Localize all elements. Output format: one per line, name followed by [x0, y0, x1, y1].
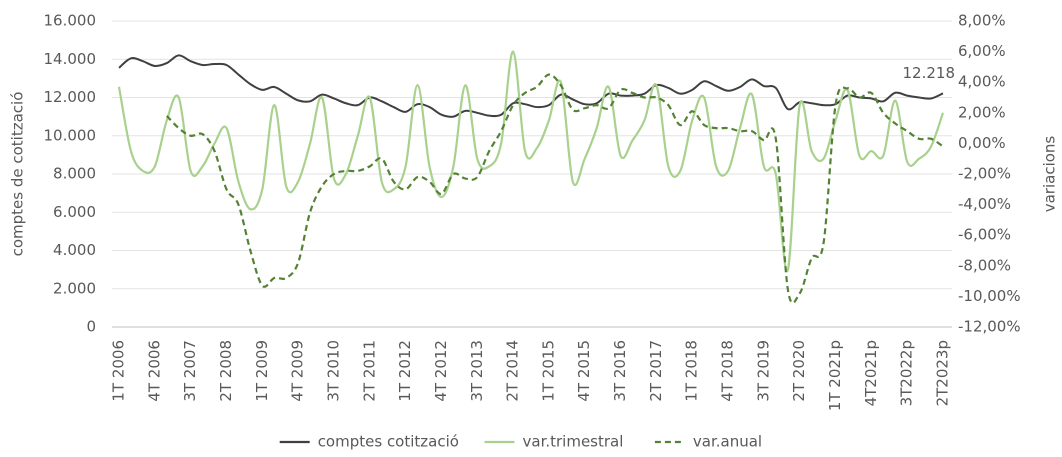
x-tick-label: 2T 2011	[360, 340, 378, 402]
y-tick-label: 6.000	[53, 203, 96, 221]
y2-axis-title: variacions	[1041, 136, 1059, 213]
x-tick-label: 2T2023p	[934, 340, 952, 406]
x-tick-label: 1T 2015	[539, 340, 557, 402]
x-tick-label: 3T 2016	[611, 340, 629, 402]
x-tick-label: 4T 2012	[432, 340, 450, 402]
x-tick-label: 2T 2014	[504, 340, 522, 402]
x-tick-label: 4T 2006	[145, 340, 163, 402]
legend: comptes cotització var.trimestral var.anua…	[279, 433, 762, 451]
x-tick-label: 4T 2015	[575, 340, 593, 402]
x-tick-label: 4T 2009	[289, 340, 307, 402]
y2-tick-label: -8,00%	[958, 256, 1011, 274]
y2-tick-label: 6,00%	[958, 42, 1006, 60]
y-tick-label: 16.000	[44, 12, 97, 30]
x-tick-label: 3T2022p	[898, 340, 916, 406]
x-tick-label: 3T 2010	[324, 340, 342, 402]
y2-tick-label: -10,00%	[958, 287, 1021, 305]
x-tick-label: 4T 2018	[719, 340, 737, 402]
y2-tick-label: -6,00%	[958, 226, 1011, 244]
x-tick-label: 1T 2006	[110, 340, 128, 402]
legend-label: comptes cotització	[318, 433, 459, 451]
series-line	[117, 50, 945, 273]
y2-tick-label: -4,00%	[958, 195, 1011, 213]
y2-tick-label: 0,00%	[958, 134, 1006, 152]
y2-tick-label: 4,00%	[958, 73, 1006, 91]
y-tick-label: 4.000	[53, 241, 96, 259]
series-line	[165, 73, 944, 304]
y-tick-label: 12.000	[44, 88, 97, 106]
x-tick-label: 1T 2009	[253, 340, 271, 402]
x-tick-label: 1T 2018	[683, 340, 701, 402]
x-tick-label: 1T 2021p	[826, 340, 844, 411]
y-tick-label: 14.000	[44, 50, 97, 68]
x-tick-label: 2T 2020	[790, 340, 808, 402]
series-line	[118, 54, 944, 118]
x-tick-label: 4T2021p	[862, 340, 880, 406]
x-tick-label: 3T 2019	[754, 340, 772, 402]
x-tick-label: 3T 2013	[468, 340, 486, 402]
data-label: 12.218	[903, 64, 956, 82]
legend-label: var.trimestral	[523, 433, 624, 451]
legend-label: var.anual	[693, 433, 762, 451]
y2-tick-label: -12,00%	[958, 318, 1021, 336]
x-tick-label: 3T 2007	[181, 340, 199, 402]
y-tick-label: 2.000	[53, 279, 96, 297]
y2-tick-label: 8,00%	[958, 12, 1006, 30]
y-tick-label: 10.000	[44, 126, 97, 144]
y2-tick-label: 2,00%	[958, 103, 1006, 121]
y-tick-label: 0	[86, 318, 96, 336]
y-axis-title: comptes de cotització	[9, 92, 27, 257]
y2-tick-label: -2,00%	[958, 165, 1011, 183]
x-tick-label: 2T 2017	[647, 340, 665, 402]
y-tick-label: 8.000	[53, 165, 96, 183]
x-tick-label: 1T 2012	[396, 340, 414, 402]
x-tick-label: 2T 2008	[217, 340, 235, 402]
